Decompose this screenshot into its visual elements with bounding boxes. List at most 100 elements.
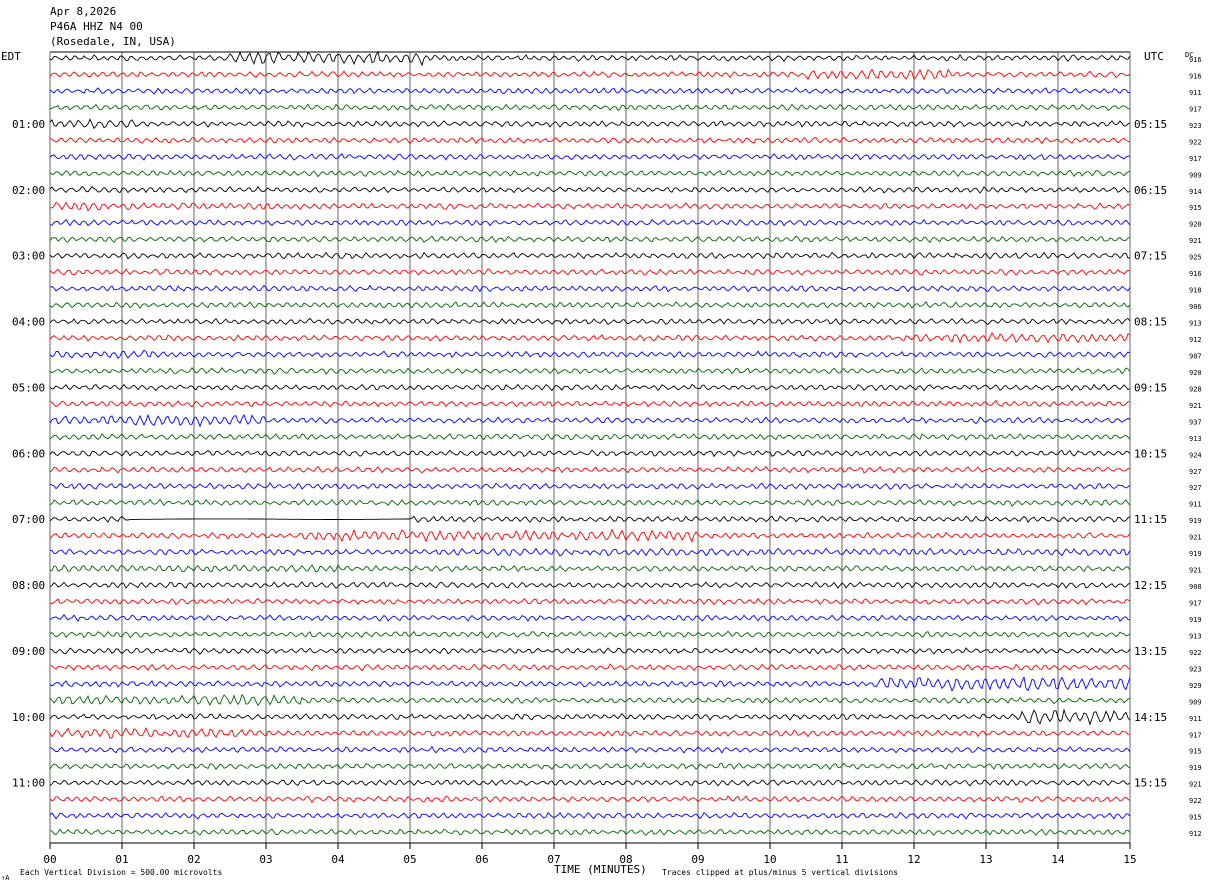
dc-value: 906	[1189, 303, 1202, 311]
x-tick-label: 06	[475, 853, 488, 866]
dc-value: 918	[1189, 287, 1202, 295]
left-hour-label: 06:00	[12, 447, 45, 460]
dc-value: 911	[1189, 501, 1202, 509]
seismic-trace-row-35	[49, 630, 1131, 639]
dc-value: 923	[1189, 122, 1202, 130]
dc-value: 916	[1189, 56, 1202, 64]
dc-value: 916	[1189, 72, 1202, 80]
seismic-trace-row-25	[49, 465, 1131, 474]
dc-value: 908	[1189, 583, 1202, 591]
right-hour-label: 09:15	[1134, 381, 1167, 394]
dc-value: 927	[1189, 484, 1202, 492]
x-tick-label: 14	[1051, 853, 1065, 866]
seismic-trace-row-23	[49, 433, 1131, 441]
seismic-trace-row-21	[49, 399, 1131, 408]
right-hour-label: 15:15	[1134, 777, 1167, 790]
dc-value: 921	[1189, 402, 1202, 410]
dc-value: 919	[1189, 764, 1202, 772]
seismic-trace-row-30	[49, 547, 1131, 557]
x-tick-label: 02	[187, 853, 200, 866]
right-hour-label: 08:15	[1134, 316, 1167, 329]
seismic-trace-row-11	[49, 235, 1131, 244]
x-tick-label: 12	[907, 853, 920, 866]
dc-value: 920	[1189, 369, 1202, 377]
seismic-trace-row-29	[49, 528, 1131, 543]
dc-value: 924	[1189, 451, 1202, 459]
dc-value: 921	[1189, 534, 1202, 542]
seismic-trace-row-12	[49, 251, 1131, 260]
left-hour-label: 07:00	[12, 513, 45, 526]
grid-lines	[49, 52, 1131, 843]
seismic-trace-row-34	[49, 614, 1131, 623]
dc-value: 917	[1189, 600, 1202, 608]
seismic-trace-row-17	[49, 331, 1131, 344]
dc-value: 920	[1189, 221, 1202, 229]
right-hour-label: 11:15	[1134, 513, 1167, 526]
seismic-trace-row-2	[49, 87, 1131, 95]
x-tick-label: 00	[43, 853, 56, 866]
header-station: P46A HHZ N4 00	[50, 20, 143, 33]
dc-value-labels: 916 916 911 917 923 922 917 909 914 915 920 921 925 9…	[1189, 56, 1202, 838]
left-hour-label: 02:00	[12, 184, 45, 197]
right-zone-label: UTC	[1144, 50, 1164, 63]
dc-value: 925	[1189, 254, 1202, 262]
dc-value: 913	[1189, 320, 1202, 328]
seismic-trace-row-14	[49, 284, 1131, 293]
left-hour-labels: 01:00 02:00 03:00 04:00 05:00 06:00 07:00 08:00…	[12, 118, 45, 790]
x-tick-label: 05	[403, 853, 416, 866]
seismic-trace-row-47	[49, 828, 1131, 836]
seismic-trace-row-10	[49, 218, 1131, 227]
seismic-trace-row-40	[49, 708, 1131, 726]
seismic-trace-row-6	[49, 152, 1131, 161]
dc-value: 917	[1189, 731, 1202, 739]
left-hour-label: 01:00	[12, 118, 45, 131]
x-axis-label: TIME (MINUTES)	[554, 863, 647, 876]
dc-value: 922	[1189, 649, 1202, 657]
seismic-trace-row-15	[49, 300, 1131, 310]
dc-value: 917	[1189, 105, 1202, 113]
dc-label: DC	[1185, 51, 1193, 59]
scale-note: Each Vertical Division = 500.00 microvol…	[20, 868, 222, 877]
seismic-trace-row-22	[49, 413, 1131, 428]
seismic-trace-row-16	[49, 317, 1131, 326]
seismic-trace-row-20	[49, 383, 1131, 392]
x-tick-label: 01	[115, 853, 128, 866]
seismic-trace-row-33	[49, 597, 1131, 606]
header-date: Apr 8,2026	[50, 5, 116, 18]
right-hour-labels: 05:15 06:15 07:15 08:15 09:15 10:15 11:15 12:15…	[1134, 118, 1167, 790]
seismic-trace-row-3	[49, 103, 1131, 112]
dc-value: 909	[1189, 698, 1202, 706]
seismic-trace-row-31	[49, 564, 1131, 573]
seismic-trace-row-19	[49, 366, 1131, 376]
seismic-trace-row-37	[49, 663, 1131, 672]
seismic-trace-row-38	[49, 675, 1131, 692]
x-tick-label: 03	[259, 853, 272, 866]
x-tick-label: 11	[835, 853, 848, 866]
trace-group	[49, 50, 1131, 836]
dc-value: 921	[1189, 781, 1202, 789]
left-hour-label: 10:00	[12, 711, 45, 724]
seismic-trace-row-9	[49, 201, 1131, 212]
right-hour-label: 07:15	[1134, 250, 1167, 263]
seismic-trace-row-24	[49, 449, 1131, 458]
seismic-trace-row-8	[49, 185, 1131, 194]
seismic-trace-row-44	[49, 778, 1131, 787]
x-tick-labels: 00 01 02 03 04 05 06 07 08 09 10 11 12 13 14 15	[43, 853, 1136, 866]
header-location: (Rosedale, IN, USA)	[50, 35, 176, 48]
seismic-trace-row-27	[49, 498, 1131, 507]
dc-value: 923	[1189, 665, 1202, 673]
dc-value: 914	[1189, 188, 1202, 196]
seismic-trace-row-5	[49, 136, 1131, 145]
dc-value: 928	[1189, 385, 1202, 393]
dc-value: 919	[1189, 550, 1202, 558]
x-tick-label: 08	[619, 853, 632, 866]
seismic-trace-row-46	[49, 811, 1131, 820]
dc-value: 911	[1189, 89, 1202, 97]
seismic-trace-row-0	[49, 50, 1131, 67]
seismic-trace-row-42	[49, 745, 1131, 754]
dc-value: 909	[1189, 171, 1202, 179]
dc-value: 919	[1189, 517, 1202, 525]
x-tick-label: 04	[331, 853, 345, 866]
dc-value: 913	[1189, 632, 1202, 640]
